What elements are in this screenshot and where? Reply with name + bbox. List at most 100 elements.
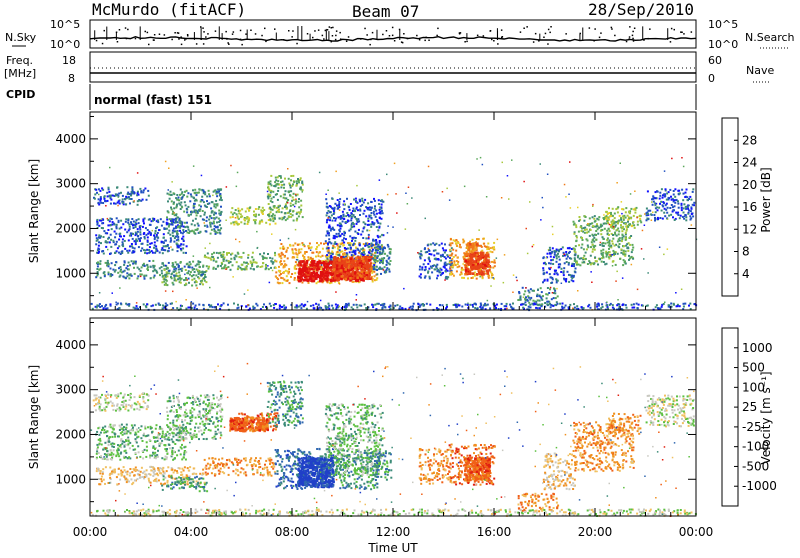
power-core-cell [351,272,354,275]
power-cell [167,250,169,252]
power-cell [592,235,594,237]
nsearch-dot [416,35,418,37]
power-cell [494,259,496,261]
power-cell [316,251,318,253]
power-core-cell [361,271,364,274]
power-core-cell [319,280,322,283]
power-cell [380,261,382,263]
power-cell [198,304,200,306]
power-cell [181,238,183,240]
power-cell [274,217,276,219]
power-cell [581,230,583,232]
power-cell [100,202,102,204]
power-cell [676,199,678,201]
power-cell [356,306,358,308]
power-cell [603,245,605,247]
power-cell [591,241,593,243]
power-cell [655,197,657,199]
power-cell [424,269,426,271]
power-cell [187,206,189,208]
power-cell [161,247,163,249]
power-cell [566,261,568,263]
power-cell [116,187,118,189]
power-cell [682,199,684,201]
power-core-cell [319,277,322,280]
power-cell [213,217,215,219]
power-cell [656,304,658,306]
power-cell [337,224,339,226]
power-cell [563,307,565,309]
power-cell [124,229,126,231]
power-cell [683,212,685,214]
power-cell [193,207,195,209]
power-cell [168,223,170,225]
power-cell [147,229,149,231]
nsearch-dot [535,33,537,35]
power-cell [308,247,310,249]
power-cell [238,307,240,309]
power-core-cell [344,268,347,271]
power-cell [289,184,291,186]
power-cell [169,218,171,220]
power-cell [367,202,369,204]
power-cell [108,272,110,274]
nsearch-dot [626,41,628,43]
power-cell [202,218,204,220]
power-cell [161,272,163,274]
power-cell [355,198,357,200]
power-cell [172,282,174,284]
power-cell [594,215,596,217]
power-cell [298,201,300,203]
power-cell [107,229,109,231]
power-cell [272,220,274,222]
power-cell [100,268,102,270]
power-cell [204,274,206,276]
power-cell [443,266,445,268]
power-cell [562,255,564,257]
power-cell [187,192,189,194]
power-cell [277,180,279,182]
power-cell [173,228,175,230]
power-cell [619,215,621,217]
power-cell [351,237,353,239]
power-cell [581,306,583,308]
power-cell [602,252,604,254]
power-cell [579,264,581,266]
power-cell [554,288,556,290]
power-cell [112,269,114,271]
power-cell [230,222,232,224]
power-cell [675,212,677,214]
power-cell [592,216,594,218]
power-cell [167,200,169,202]
power-core-cell [365,258,368,261]
power-cell [99,190,101,192]
power-cell [275,177,277,179]
nsearch-dot [228,44,230,46]
power-cell [132,224,134,226]
power-cell [653,214,655,216]
power-cell [554,270,556,272]
power-cell [100,242,102,244]
power-cell [143,222,145,224]
nsearch-tick-bottom: 10^0 [708,38,738,51]
power-core-cell [362,260,365,263]
power-core-cell [368,266,371,269]
power-cell [107,260,109,262]
power-cell [388,268,390,270]
power-cell [315,248,317,250]
nsearch-dot [126,38,128,40]
power-cell [692,188,694,190]
nsearch-dot [634,28,636,30]
power-cell [188,307,190,309]
power-cell [421,266,423,268]
power-cell [445,307,447,309]
power-cell [101,222,103,224]
power-cell [338,233,340,235]
power-cell [379,209,381,211]
power-cell [506,303,508,305]
power-cell [620,224,622,226]
power-cell [659,195,661,197]
power-cell [183,194,185,196]
freq-label: Freq. [6,54,33,67]
power-cell [262,207,264,209]
